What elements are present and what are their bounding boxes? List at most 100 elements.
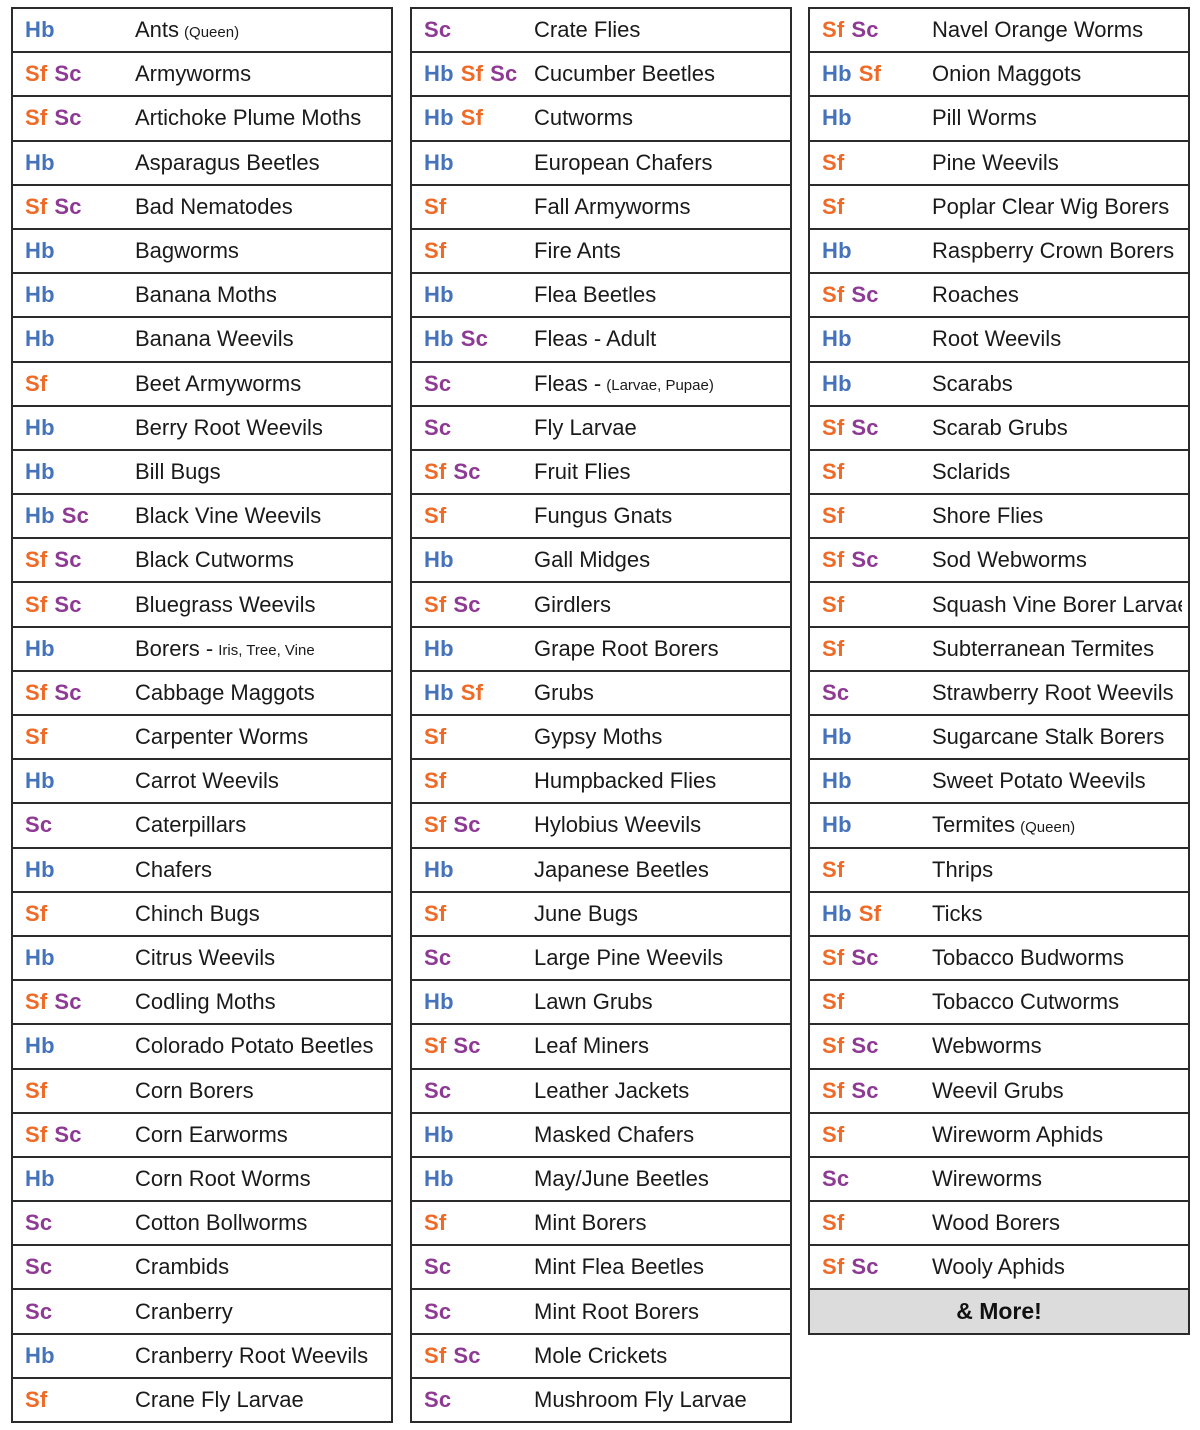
pest-name-cell: Grubs — [534, 672, 784, 714]
pest-name: Fungus Gnats — [534, 503, 673, 529]
pest-row: Sf Sc Roaches — [810, 274, 1188, 319]
sc-code: Sc — [424, 945, 452, 971]
nematode-codes: Hb — [822, 363, 852, 405]
pest-name: Wireworm Aphids — [932, 1121, 1104, 1147]
sf-code: Sf — [822, 591, 845, 617]
sf-code: Sf — [424, 900, 447, 926]
pest-name-cell: Navel Orange Worms — [932, 9, 1182, 51]
sf-code: Sf — [25, 193, 48, 219]
hb-code: Hb — [424, 61, 454, 87]
nematode-codes: Sf — [424, 495, 446, 537]
nematode-codes: Sf Sc — [424, 1025, 481, 1067]
pest-name-cell: Black Vine Weevils — [135, 495, 385, 537]
pest-name-cell: Grape Root Borers — [534, 628, 784, 670]
pest-name-cell: Chafers — [135, 849, 385, 891]
sc-code: Sc — [61, 503, 90, 529]
hb-code: Hb — [25, 635, 55, 661]
hb-code: Hb — [822, 61, 852, 87]
pest-name: Pill Worms — [932, 105, 1037, 131]
pest-row: Hb Sf Ticks — [810, 893, 1188, 937]
pest-name: Citrus Weevils — [135, 945, 276, 971]
sc-code: Sc — [54, 193, 82, 219]
pest-row: Sf Subterranean Termites — [810, 628, 1188, 672]
pest-row: Sf Sc Codling Moths — [13, 981, 391, 1026]
sf-code: Sf — [25, 547, 48, 573]
pest-row: Sf Sc Artichoke Plume Moths — [13, 97, 391, 142]
hb-code: Hb — [424, 856, 454, 882]
sc-code: Sc — [25, 1210, 53, 1236]
pest-row: Hb Grape Root Borers — [412, 628, 790, 672]
pest-name-cell: Beet Armyworms — [135, 363, 385, 405]
pest-name-cell: Mole Crickets — [534, 1335, 784, 1377]
pest-name: Crambids — [135, 1254, 230, 1280]
pest-name: Tobacco Cutworms — [932, 989, 1120, 1015]
pest-name-cell: Wireworm Aphids — [932, 1114, 1182, 1156]
pest-row: Sc Mint Flea Beetles — [412, 1246, 790, 1291]
nematode-codes: Sf — [25, 1379, 47, 1421]
pest-row: Sf Fungus Gnats — [412, 495, 790, 540]
pest-name: Wooly Aphids — [932, 1254, 1065, 1280]
pest-name: Carrot Weevils — [135, 768, 279, 794]
pest-name: Tobacco Budworms — [932, 945, 1124, 971]
pest-row: Hb Corn Root Worms — [13, 1158, 391, 1203]
pest-name-cell: Gypsy Moths — [534, 716, 784, 758]
pest-name: Leather Jackets — [534, 1077, 690, 1103]
nematode-codes: Hb Sf — [424, 672, 483, 714]
nematode-codes: Sf — [424, 186, 446, 228]
nematode-codes: Sf Sc — [424, 451, 481, 493]
pest-name-cell: Cutworms — [534, 97, 784, 139]
pest-name: Cabbage Maggots — [135, 679, 315, 705]
pest-name: Roaches — [932, 282, 1019, 308]
pest-name-cell: Colorado Potato Beetles — [135, 1025, 385, 1067]
hb-code: Hb — [822, 724, 852, 750]
nematode-codes: Sf Sc — [25, 672, 82, 714]
sc-code: Sc — [851, 1077, 879, 1103]
pest-row: Sc Fleas - (Larvae, Pupae) — [412, 363, 790, 407]
pest-name: Artichoke Plume Moths — [135, 105, 362, 131]
pest-row: Hb Banana Moths — [13, 274, 391, 319]
nematode-codes: Sf Sc — [822, 9, 879, 51]
pest-name: Strawberry Root Weevils — [932, 679, 1174, 705]
pest-name-cell: Bill Bugs — [135, 451, 385, 493]
pest-note: (Larvae, Pupae) — [606, 377, 714, 395]
pest-name: Mushroom Fly Larvae — [534, 1386, 747, 1412]
pest-name: Shore Flies — [932, 503, 1044, 529]
nematode-codes: Hb — [25, 1335, 55, 1377]
pest-name-cell: Thrips — [932, 849, 1182, 891]
nematode-codes: Sf — [822, 451, 844, 493]
nematode-codes: Hb — [424, 539, 454, 581]
pest-name: Mint Root Borers — [534, 1298, 700, 1324]
nematode-codes: Hb — [25, 760, 55, 802]
sf-code: Sf — [822, 945, 845, 971]
hb-code: Hb — [25, 326, 55, 352]
sf-code: Sf — [822, 414, 845, 440]
hb-code: Hb — [424, 149, 454, 175]
pest-name: Lawn Grubs — [534, 989, 653, 1015]
nematode-codes: Sf — [822, 849, 844, 891]
nematode-codes: Sf — [822, 1114, 844, 1156]
pest-name-cell: Strawberry Root Weevils — [932, 672, 1182, 714]
pest-name: Humpbacked Flies — [534, 768, 717, 794]
pest-name-cell: Asparagus Beetles — [135, 142, 385, 184]
nematode-codes: Hb — [424, 981, 454, 1023]
nematode-codes: Sc — [424, 363, 451, 405]
pest-row: Hb Colorado Potato Beetles — [13, 1025, 391, 1070]
hb-code: Hb — [424, 282, 454, 308]
sc-code: Sc — [25, 1298, 53, 1324]
sf-code: Sf — [25, 679, 48, 705]
pest-row: Sc Caterpillars — [13, 804, 391, 849]
nematode-codes: Hb Sf — [424, 97, 483, 139]
sf-code: Sf — [25, 1121, 48, 1147]
pest-column-1: Hb Ants (Queen) Sf Sc Armyworms Sf Sc Artichoke … — [11, 7, 393, 1423]
pest-row: Sf Sc Armyworms — [13, 53, 391, 98]
pest-name: Grubs — [534, 679, 594, 705]
sf-code: Sf — [25, 1077, 48, 1103]
hb-code: Hb — [822, 105, 852, 131]
hb-code: Hb — [424, 547, 454, 573]
pest-name-cell: Banana Moths — [135, 274, 385, 316]
pest-row: Hb Sweet Potato Weevils — [810, 760, 1188, 805]
pest-name: Mint Borers — [534, 1210, 647, 1236]
nematode-codes: Sf Sc — [822, 274, 879, 316]
pest-name-cell: Mushroom Fly Larvae — [534, 1379, 784, 1421]
pest-name-cell: Artichoke Plume Moths — [135, 97, 385, 139]
